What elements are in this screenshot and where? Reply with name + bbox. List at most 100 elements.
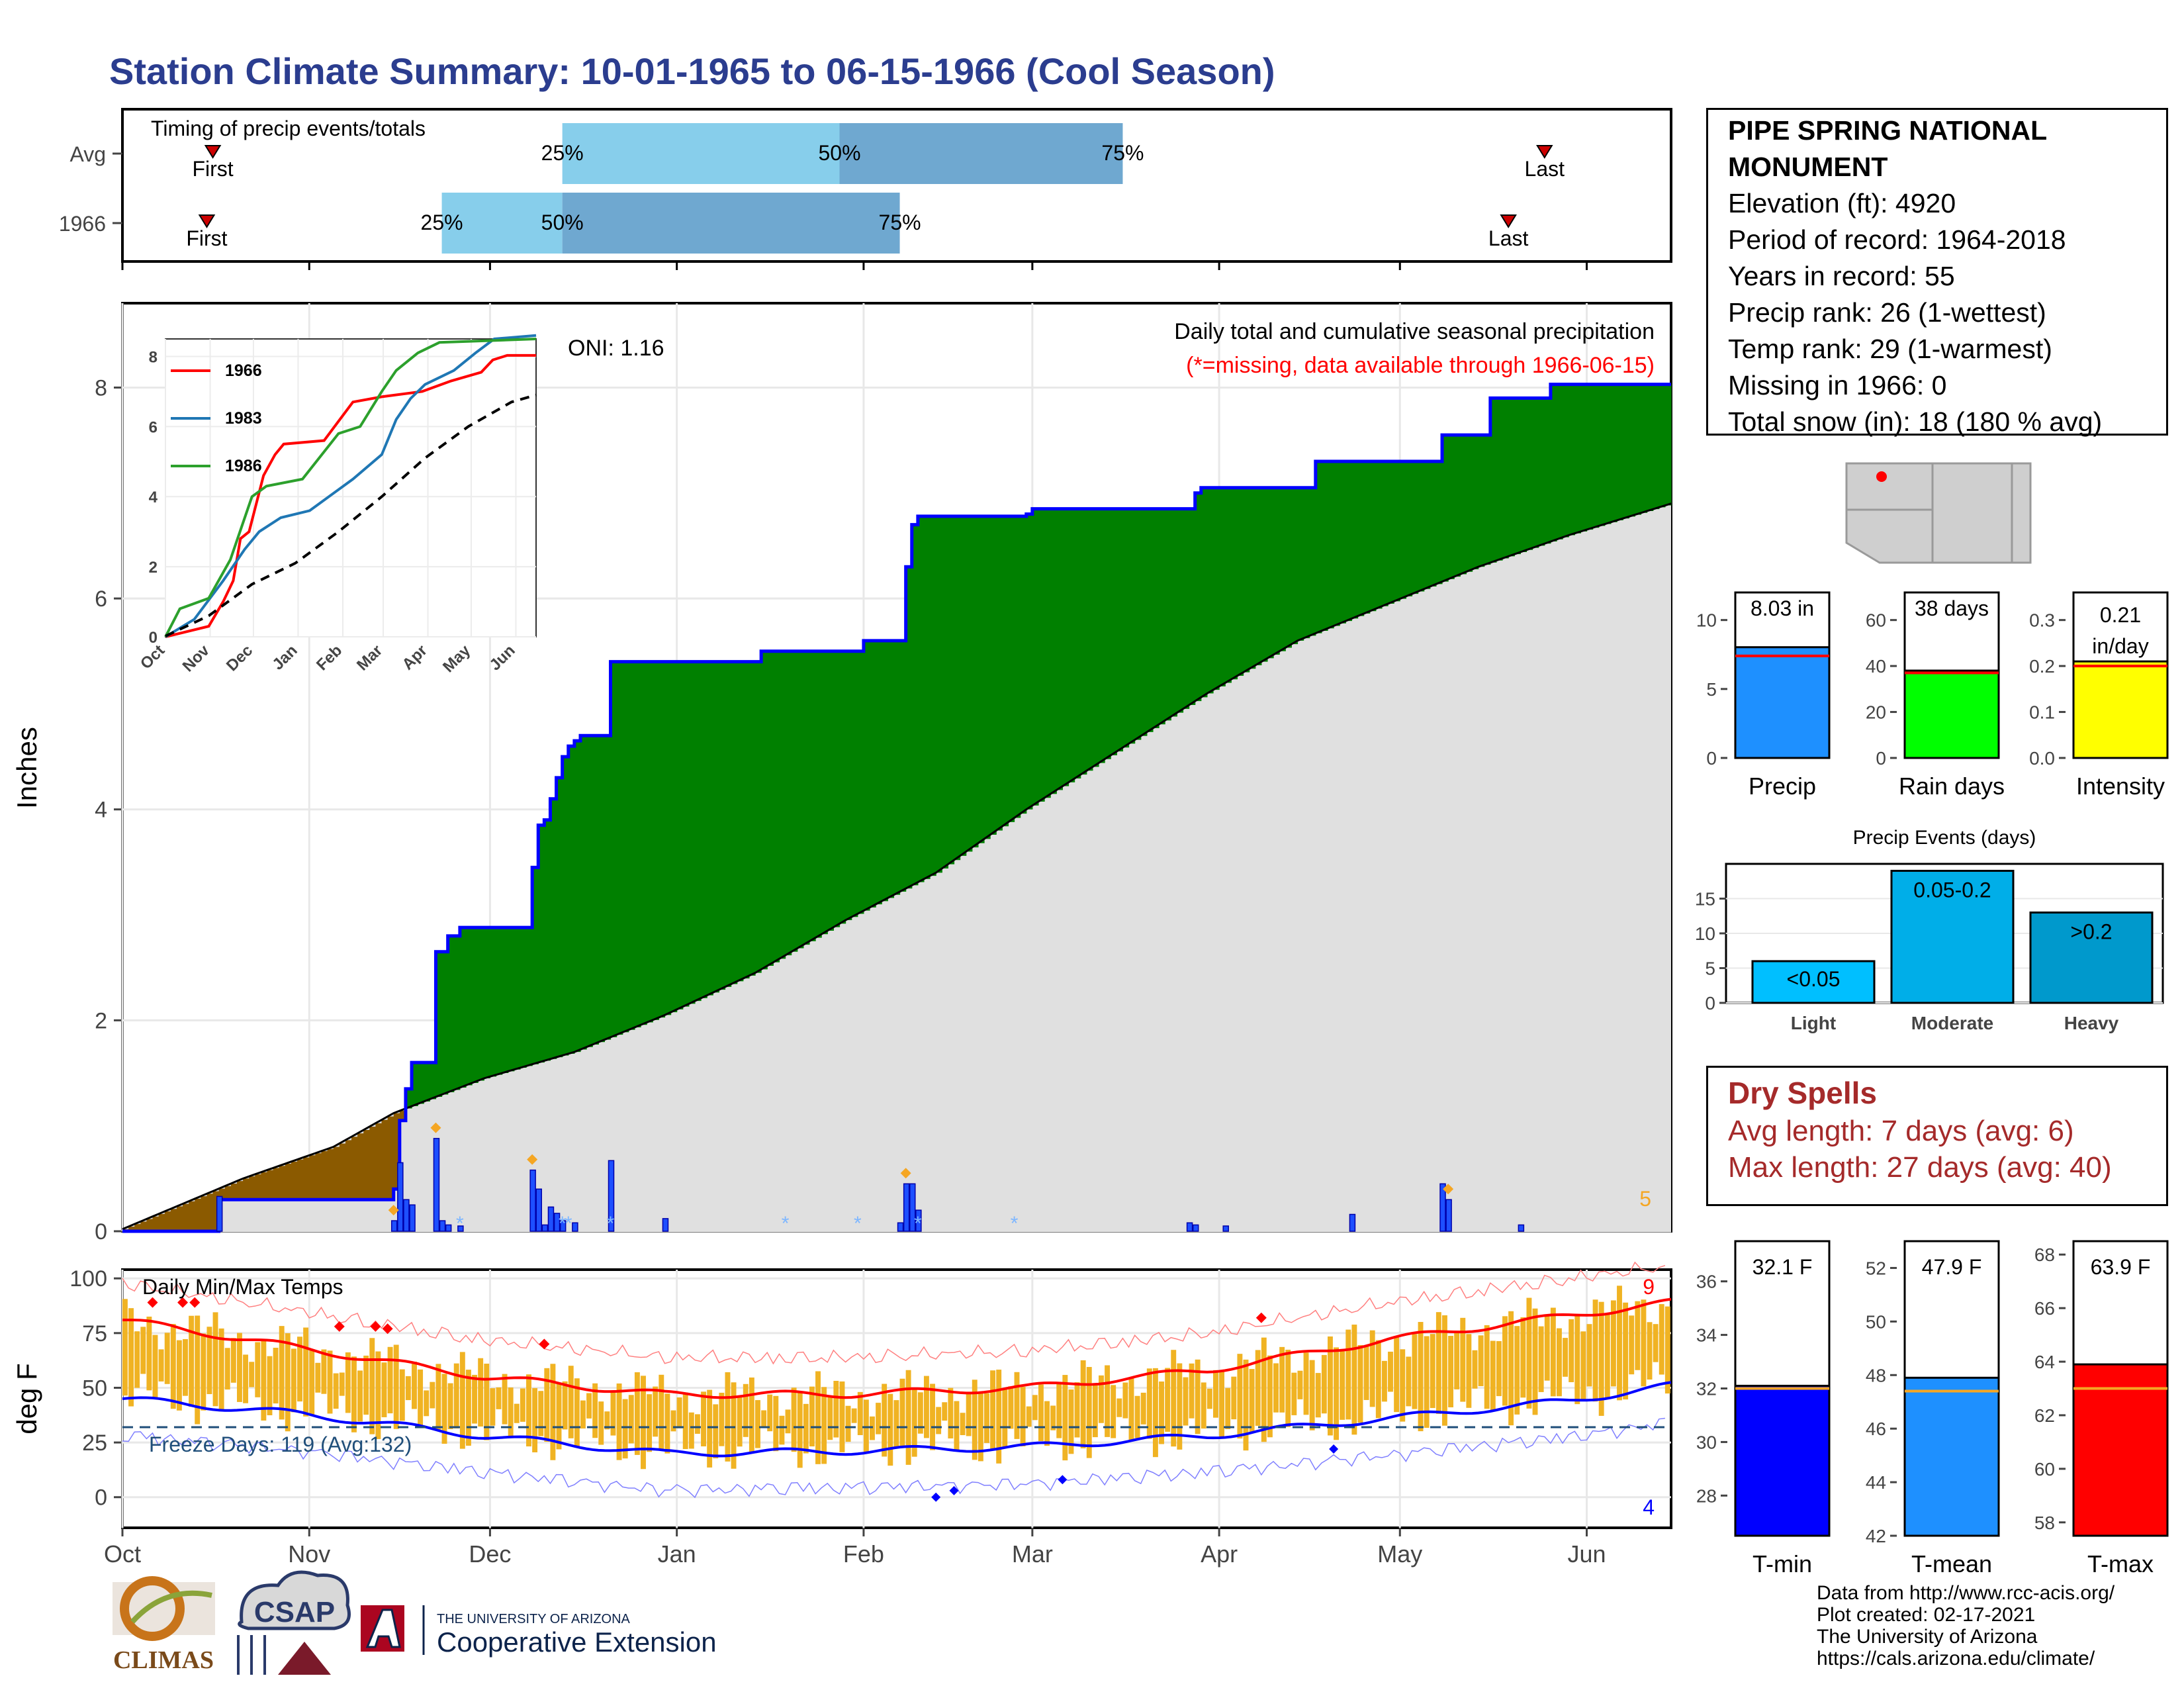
missing-note: (*=missing, data available through 1966-… [1186,353,1655,378]
temp-summary-2-bar [2072,1363,2169,1537]
daily-temp-bar [538,1391,544,1436]
daily-temp-bar [905,1370,911,1465]
csap-logo: CSAP [237,1570,351,1675]
daily-temp-bar [556,1383,562,1450]
summary-2-tick-label: 0.0 [2029,748,2055,769]
daily-temp-bar [1647,1322,1653,1380]
dry-spells-title: Dry Spells [1728,1076,1877,1110]
daily-temp-bar [183,1338,188,1396]
daily-temp-bar [249,1362,255,1387]
temps-label: Daily Min/Max Temps [142,1275,343,1299]
timing-bar-50-75 [562,193,900,254]
daily-temp-bar [405,1376,411,1401]
daily-temp-bar [1074,1382,1080,1438]
daily-temp-bar [1418,1322,1424,1432]
daily-temp-bar [887,1393,893,1466]
record-marker [388,1205,399,1216]
daily-temp-bar [1659,1304,1664,1375]
daily-temp-bar [1159,1381,1164,1444]
daily-temp-bar [670,1410,676,1432]
daily-precip-bar [547,1206,555,1232]
daily-temp-bar [508,1387,514,1437]
cumulative-1966-line [122,383,1671,1233]
daily-temp-bar [267,1356,273,1415]
daily-temp-bar [743,1383,749,1437]
daily-temp-bar [1635,1301,1641,1370]
record-high-marker [370,1321,381,1332]
info-missing: Missing in 1966: 0 [1728,370,1947,400]
month-label: Jan [658,1540,696,1568]
daily-temp-bar [653,1386,659,1437]
daily-temp-bar [833,1381,839,1438]
daily-temp-bar [610,1391,616,1436]
daily-temp-bar [1623,1302,1629,1400]
timing-p75-label: 75% [1101,141,1144,165]
daily-temp-bar [604,1411,610,1430]
timing-bar-50-75 [839,123,1123,184]
precip-ytick-label: 6 [95,586,107,612]
daily-temp-bar [1604,1315,1610,1399]
temp-summary-2-label: T-max [2087,1550,2154,1577]
deficit-area [122,1111,406,1231]
avg-cumulative-area [122,503,1671,1231]
daily-temp-bar [279,1326,285,1420]
daily-precip-bar [529,1169,536,1232]
daily-temp-bar [1550,1307,1556,1397]
daily-temp-bar [1261,1337,1267,1442]
temp-summary-0-label: T-min [1752,1550,1812,1577]
daily-temp-bar [1026,1406,1032,1427]
precip-ytick-label: 8 [95,375,107,400]
snow-marker: * [607,1213,615,1235]
summary-2-label: Intensity [2076,773,2165,800]
daily-temp-bar [453,1363,459,1429]
daily-temp-bar [1592,1299,1598,1402]
last-event-marker [1500,214,1517,228]
daily-temp-bar [1285,1349,1291,1427]
daily-precip-bar [897,1222,904,1232]
daily-temp-bar [1664,1306,1670,1394]
daily-temp-bar [990,1370,996,1449]
daily-temp-bar [622,1399,628,1459]
daily-temp-bar [1574,1315,1580,1405]
daily-temp-bar [459,1352,465,1449]
record-low-marker [1329,1444,1339,1454]
daily-temp-bar [472,1374,477,1424]
info-precip-rank: Precip rank: 26 (1-wettest) [1728,297,2046,328]
daily-temp-bar [827,1396,833,1440]
daily-temp-bar [345,1352,351,1413]
coop-extension: Cooperative Extension [437,1626,717,1658]
timing-p50-label: 50% [818,141,860,165]
daily-temp-bar [1321,1354,1327,1414]
daily-precip-bar [572,1222,578,1232]
daily-precip-bar [457,1225,464,1232]
temps-ytick-label: 50 [82,1376,107,1401]
daily-precip-bar [662,1218,669,1232]
daily-temp-bar [586,1393,592,1419]
daily-temp-bar [803,1403,809,1454]
inset-series-line [165,353,536,638]
month-label: Dec [469,1540,511,1568]
daily-temp-bar [206,1327,212,1395]
temp-summary-0-tick-label: 28 [1696,1485,1717,1506]
daily-temp-bar [797,1392,803,1468]
daily-temp-bar [1375,1340,1381,1419]
daily-temp-bar [1586,1324,1592,1387]
daily-temp-bar [1610,1300,1616,1387]
daily-temp-bar [1080,1360,1086,1448]
daily-temp-bar [911,1389,917,1457]
daily-precip-bar [1186,1222,1193,1232]
daily-temp-bar [1460,1317,1466,1402]
daily-temp-bar [357,1370,363,1422]
summary-value-label: 0.21 [2100,603,2141,627]
temp-summary-2-tick-label: 58 [2034,1513,2055,1533]
daily-temp-bar [441,1374,447,1444]
events-category-label: Heavy [2064,1013,2119,1033]
daily-temp-bar [544,1368,550,1442]
snow-marker: * [456,1213,464,1235]
daily-temp-bar [321,1349,327,1394]
credit-university: The University of Arizona [1817,1626,2038,1648]
daily-temp-bar [785,1409,791,1434]
daily-temp-bar [1369,1330,1375,1407]
daily-temp-bar [1291,1372,1297,1415]
daily-temp-bar [1273,1363,1279,1413]
